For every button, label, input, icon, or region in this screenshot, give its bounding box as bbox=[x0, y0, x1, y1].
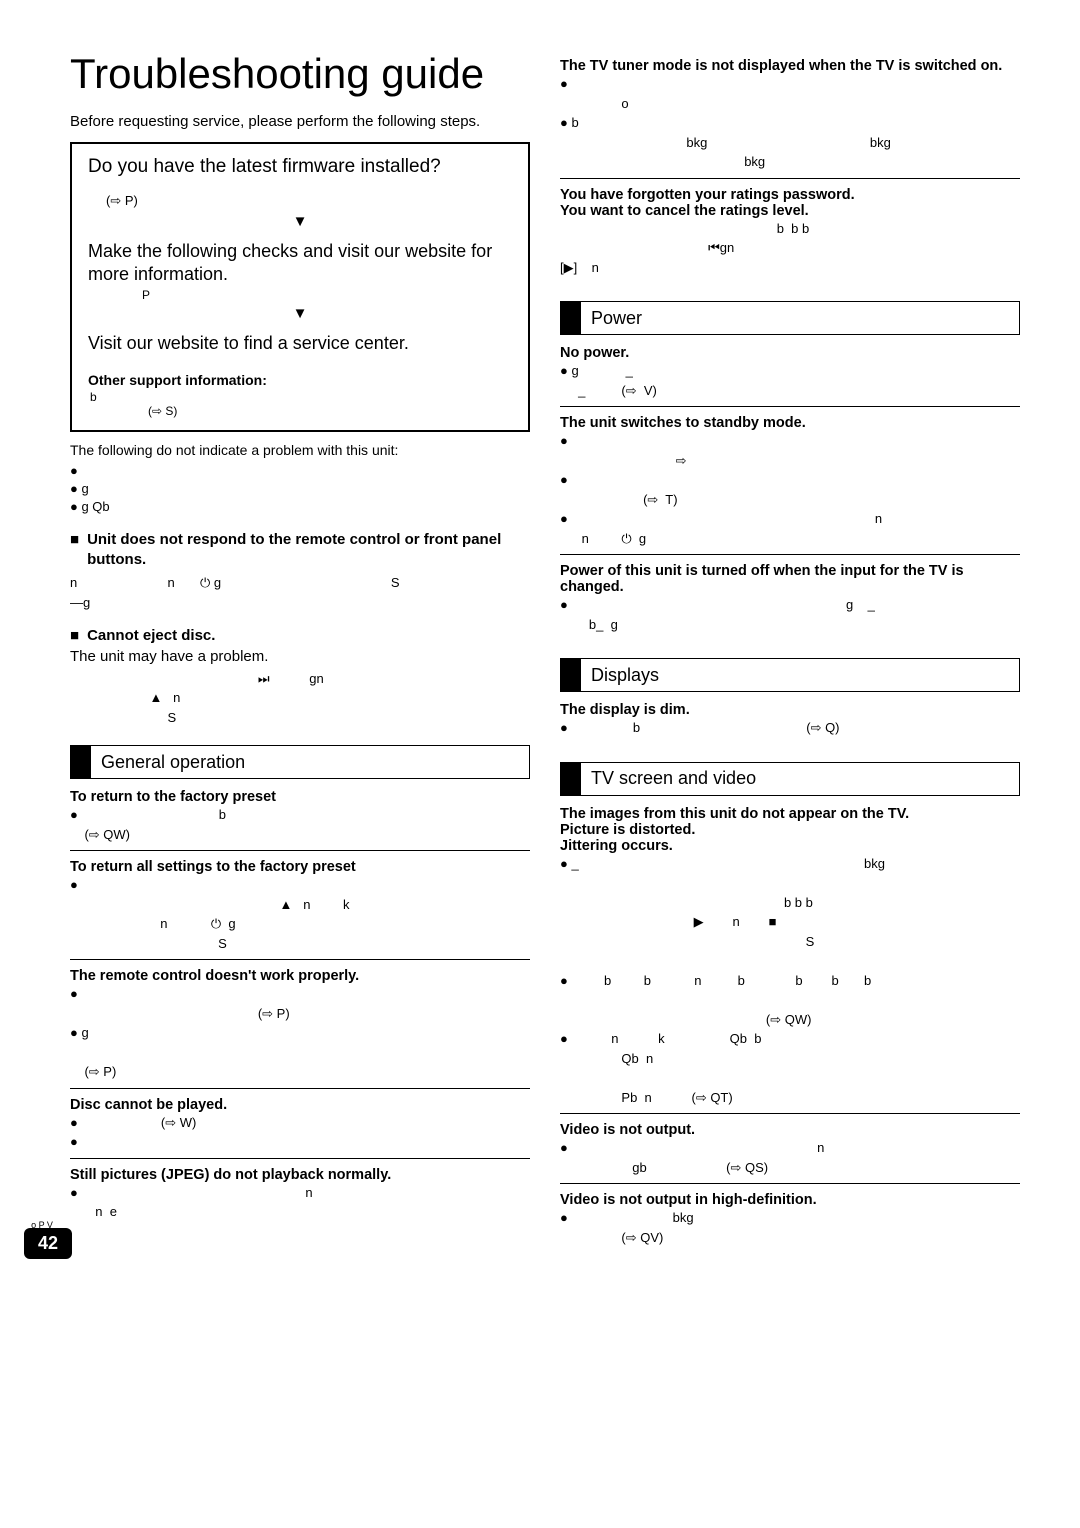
issue-block: The remote control doesn't work properly… bbox=[70, 968, 530, 1089]
issue-block: You have forgotten your ratings password… bbox=[560, 187, 1020, 284]
intro-text: Before requesting service, please perfor… bbox=[70, 112, 530, 132]
issue-block: The unit switches to standby mode. ● ⇨ ●… bbox=[560, 415, 1020, 555]
section-marker bbox=[561, 763, 581, 795]
arrow-1: ▼ bbox=[88, 213, 512, 230]
issue-body: ● bkg (⇨ QV) bbox=[560, 1208, 1020, 1247]
section-general: General operation bbox=[70, 745, 530, 779]
issue-block: Disc cannot be played. ● (⇨ W) ● bbox=[70, 1097, 530, 1159]
issue-block: The display is dim. ● b (⇨ Q) bbox=[560, 702, 1020, 744]
issue-title: The display is dim. bbox=[560, 702, 1020, 718]
issue-body: b b b ⏮gn [▶] n bbox=[560, 219, 1020, 278]
issue-body: ● b (⇨ Q) bbox=[560, 718, 1020, 738]
list-item bbox=[70, 462, 530, 480]
sq2-title: Cannot eject disc. bbox=[87, 626, 215, 646]
issue-body: ● ⇨ ● (⇨ T) ● n n ⏻ g bbox=[560, 431, 1020, 548]
support-indent: (⇨ S) bbox=[148, 404, 512, 418]
arrow-2: ▼ bbox=[88, 305, 512, 322]
section-label: Power bbox=[581, 308, 642, 329]
box-line2-sub: P bbox=[142, 288, 512, 302]
box-line3: Visit our website to find a service cent… bbox=[88, 332, 512, 355]
issue-body: ● ▲ n k n ⏻ g S bbox=[70, 875, 530, 953]
sq2-sub: The unit may have a problem. bbox=[70, 648, 530, 665]
section-power: Power bbox=[560, 301, 1020, 335]
section-marker bbox=[561, 659, 581, 691]
issue-body: ● n n e bbox=[70, 1183, 530, 1222]
page-title: Troubleshooting guide bbox=[70, 50, 530, 98]
page-number: 42 bbox=[24, 1228, 72, 1259]
issue-block: Still pictures (JPEG) do not playback no… bbox=[70, 1167, 530, 1228]
issue-body: ● n gb (⇨ QS) bbox=[560, 1138, 1020, 1177]
box-line1: Do you have the latest firmware installe… bbox=[88, 156, 512, 178]
section-displays: Displays bbox=[560, 658, 1020, 692]
issue-title: To return to the factory preset bbox=[70, 789, 530, 805]
issue-block: No power. ● g _ _ (⇨ V) bbox=[560, 345, 1020, 407]
support-sub: b bbox=[90, 390, 512, 404]
issue-title: Disc cannot be played. bbox=[70, 1097, 530, 1113]
issue-body: ● g _ _ (⇨ V) bbox=[560, 361, 1020, 400]
issue-block: Power of this unit is turned off when th… bbox=[560, 563, 1020, 640]
issue-title: Video is not output. bbox=[560, 1122, 1020, 1138]
square-item-2: ■ Cannot eject disc. bbox=[70, 626, 530, 646]
steps-box: Do you have the latest firmware installe… bbox=[70, 142, 530, 432]
issue-title: The TV tuner mode is not displayed when … bbox=[560, 58, 1020, 74]
section-label: Displays bbox=[581, 665, 659, 686]
sq1-title: Unit does not respond to the remote cont… bbox=[87, 530, 530, 569]
section-screen: TV screen and video bbox=[560, 762, 1020, 796]
sq1-body: n n ⏻ g S —g bbox=[70, 573, 530, 612]
issue-title: You have forgotten your ratings password… bbox=[560, 187, 1020, 219]
issue-block: The images from this unit do not appear … bbox=[560, 806, 1020, 1115]
issue-body: ● (⇨ W) ● bbox=[70, 1113, 530, 1152]
issue-block: Video is not output. ● n gb (⇨ QS) bbox=[560, 1122, 1020, 1184]
section-label: TV screen and video bbox=[581, 768, 756, 789]
issue-title: The remote control doesn't work properly… bbox=[70, 968, 530, 984]
square-item-1: ■ Unit does not respond to the remote co… bbox=[70, 530, 530, 569]
issue-title: Power of this unit is turned off when th… bbox=[560, 563, 1020, 595]
issue-block: To return to the factory preset ● b (⇨ Q… bbox=[70, 789, 530, 851]
follow-text: The following do not indicate a problem … bbox=[70, 442, 530, 458]
list-item: g bbox=[70, 480, 530, 498]
box-line1-sub: (⇨ P) bbox=[106, 192, 512, 210]
issue-block: The TV tuner mode is not displayed when … bbox=[560, 58, 1020, 179]
follow-bullets: g g Qb bbox=[70, 462, 530, 517]
issue-title: No power. bbox=[560, 345, 1020, 361]
section-label: General operation bbox=[91, 752, 245, 773]
issue-body: ● b (⇨ QW) bbox=[70, 805, 530, 844]
support-note: Other support information: bbox=[88, 372, 512, 388]
issue-body: ● _ bkg b b b ▶ bbox=[560, 854, 1020, 1108]
square-icon: ■ bbox=[70, 530, 79, 550]
issue-body: ● g _ b_ g bbox=[560, 595, 1020, 634]
sq2-body: ⏭ gn ▲ n S bbox=[70, 669, 530, 728]
issue-body: ● o ● b bkg bkg bkg bbox=[560, 74, 1020, 172]
list-item: g Qb bbox=[70, 498, 530, 516]
square-icon: ■ bbox=[70, 626, 79, 646]
issue-title: To return all settings to the factory pr… bbox=[70, 859, 530, 875]
issue-body: ● (⇨ P) ● g (⇨ P) bbox=[70, 984, 530, 1082]
issue-title: Still pictures (JPEG) do not playback no… bbox=[70, 1167, 530, 1183]
section-marker bbox=[561, 302, 581, 334]
issue-block: To return all settings to the factory pr… bbox=[70, 859, 530, 960]
issue-title: Video is not output in high-definition. bbox=[560, 1192, 1020, 1208]
issue-title: The unit switches to standby mode. bbox=[560, 415, 1020, 431]
box-line2: Make the following checks and visit our … bbox=[88, 240, 512, 287]
issue-block: Video is not output in high-definition. … bbox=[560, 1192, 1020, 1253]
section-marker bbox=[71, 746, 91, 778]
issue-title: The images from this unit do not appear … bbox=[560, 806, 1020, 854]
